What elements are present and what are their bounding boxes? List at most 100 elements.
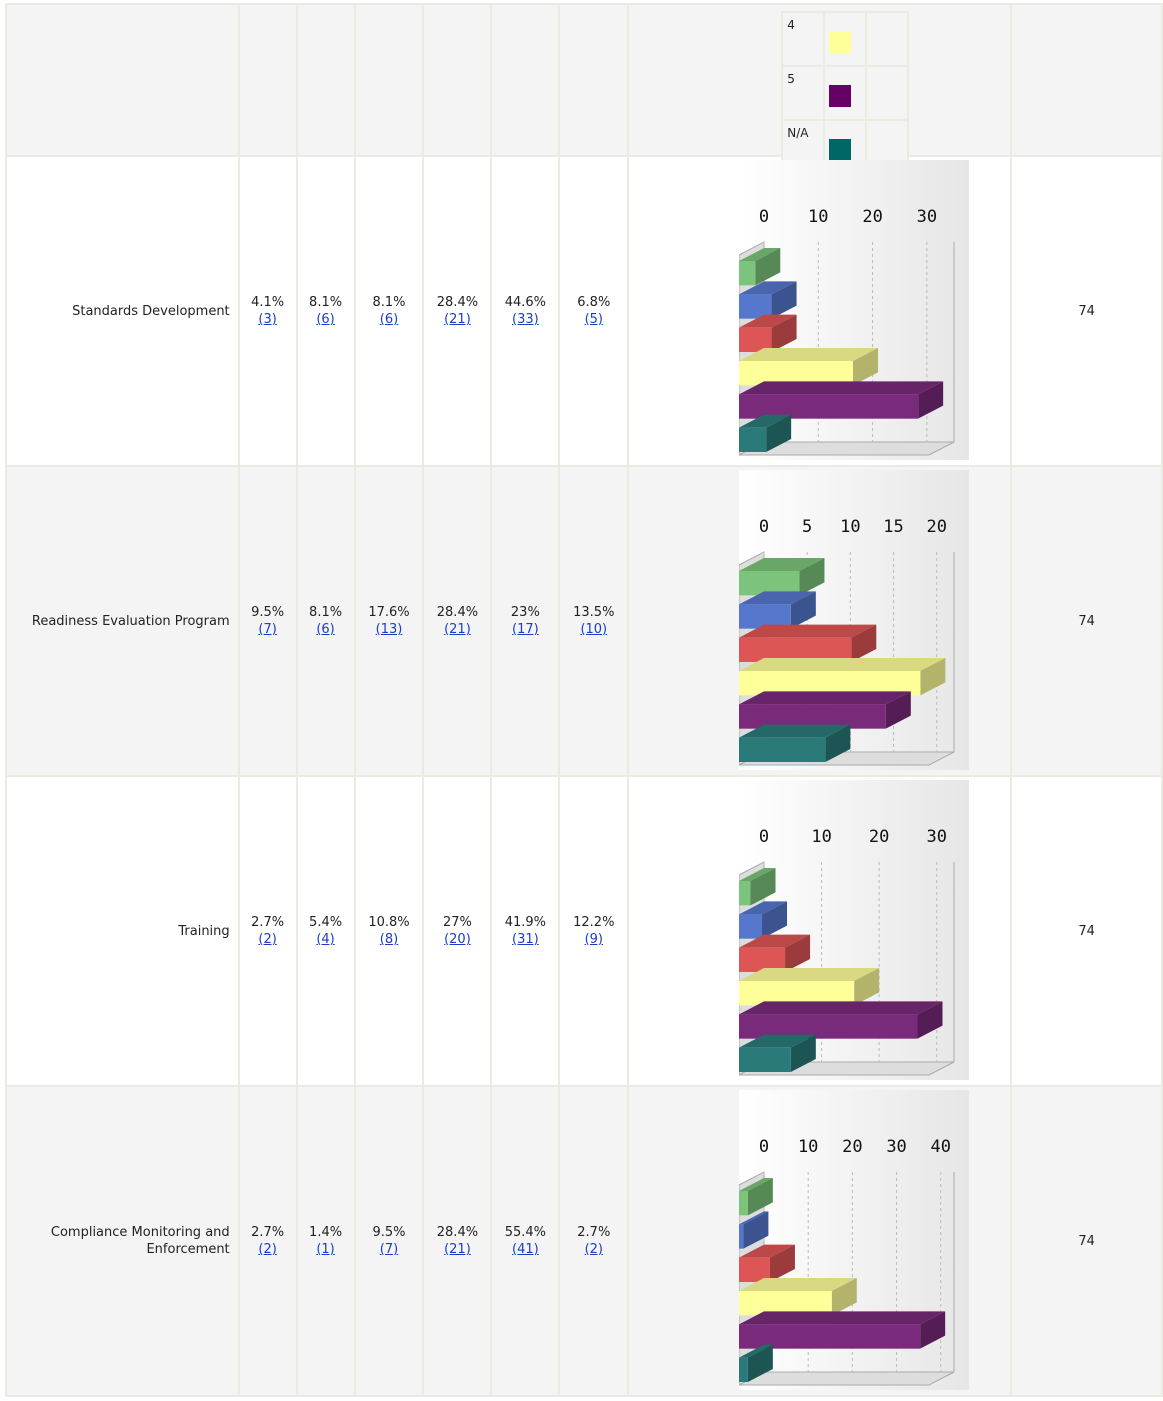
count-link[interactable]: (7)	[258, 622, 277, 637]
count-link[interactable]: (21)	[444, 622, 471, 637]
percent: 12.2%	[573, 915, 615, 930]
chart-cell: 0 10 20 30 40	[627, 1085, 1013, 1397]
count-link[interactable]: (6)	[379, 312, 399, 327]
count-link[interactable]: (2)	[584, 1242, 603, 1257]
x-tick-label: 10	[798, 1137, 818, 1157]
bar-end	[770, 1244, 796, 1282]
legend-swatch-cell	[823, 11, 868, 67]
count-link[interactable]: (20)	[444, 932, 471, 947]
bar-end	[799, 558, 825, 596]
bar-front	[739, 671, 921, 696]
percent: 4.1%	[251, 295, 285, 310]
bar-top	[739, 348, 879, 361]
bar-front	[739, 1291, 833, 1316]
count-link[interactable]: (17)	[512, 622, 539, 637]
data-row: Standards Development 4.1% (3) 8.1% (6) 8.1% (…	[5, 155, 1163, 467]
data-row: Training 2.7% (2) 5.4% (4) 10.8% (8) 27% (20) 41.…	[5, 775, 1163, 1087]
legend-swatch	[829, 31, 852, 53]
x-tick-label: 0	[759, 207, 769, 227]
bar-top	[739, 1178, 774, 1191]
count-link[interactable]: (10)	[580, 622, 608, 637]
count-link[interactable]: (7)	[379, 1242, 399, 1257]
count-link[interactable]: (3)	[258, 312, 277, 327]
count-link[interactable]: (9)	[584, 932, 603, 947]
percent: 9.5%	[251, 605, 285, 620]
bar	[739, 1034, 817, 1072]
bar-front	[739, 394, 919, 419]
bar-end	[851, 624, 877, 662]
floor	[739, 1371, 955, 1386]
response-cell: 28.4% (21)	[422, 465, 493, 777]
bar-end	[750, 868, 776, 906]
bar	[739, 1311, 946, 1349]
bar-end	[771, 314, 797, 352]
count-link[interactable]: (31)	[512, 932, 539, 947]
legend: 4 5 N/A	[781, 11, 910, 175]
count-link[interactable]: (21)	[444, 312, 471, 327]
bar-chart: 0 5 10 15 20	[739, 470, 970, 770]
bar	[739, 1211, 769, 1249]
count-link[interactable]: (4)	[316, 932, 335, 947]
chart-cell: 0 10 20 30	[627, 155, 1013, 467]
response-cell: 44.6% (33)	[490, 155, 561, 467]
count-link[interactable]: (41)	[512, 1242, 539, 1257]
bar-front	[739, 571, 800, 596]
response-cell: 4.1% (3)	[237, 155, 298, 467]
bar-end	[755, 248, 781, 286]
bar-front	[739, 1324, 921, 1349]
count-link[interactable]: (5)	[584, 312, 603, 327]
bar-top	[739, 1001, 943, 1015]
x-tick-label: 20	[863, 207, 883, 227]
bar-front	[739, 327, 772, 352]
count-link[interactable]: (21)	[444, 1242, 471, 1257]
count-link[interactable]: (6)	[316, 622, 335, 637]
count-link[interactable]: (1)	[316, 1242, 335, 1257]
percent: 28.4%	[436, 1225, 479, 1240]
count-link[interactable]: (2)	[258, 932, 277, 947]
bar-front	[739, 981, 855, 1006]
response-cell: 27% (20)	[422, 775, 493, 1087]
x-tick-label: 20	[869, 827, 889, 847]
bar	[739, 348, 879, 386]
legend-blank	[865, 65, 910, 121]
response-cell: 13.5% (10)	[558, 465, 630, 777]
bar-front	[739, 1014, 918, 1039]
percent: 8.1%	[309, 295, 343, 310]
bar	[739, 591, 817, 629]
x-tick-label: 20	[842, 1137, 862, 1157]
response-cell: 41.9% (31)	[490, 775, 561, 1087]
bar-top	[739, 868, 776, 881]
row-label: Compliance Monitoring and Enforcement	[5, 1085, 240, 1397]
bar	[739, 934, 811, 972]
response-cell: 9.5% (7)	[237, 465, 298, 777]
bar-top	[739, 934, 811, 948]
total: 74	[1010, 465, 1163, 777]
bar-front	[739, 1257, 771, 1282]
bar	[739, 724, 851, 762]
bar-end	[743, 1211, 769, 1249]
count-link[interactable]: (13)	[375, 622, 403, 637]
bar-top	[739, 658, 946, 671]
legend-row: 5	[781, 65, 910, 121]
count-link[interactable]: (8)	[379, 932, 399, 947]
header-row: 4 5 N/A	[5, 3, 1163, 175]
percent: 2.7%	[251, 1225, 285, 1240]
bar-top	[739, 624, 877, 638]
bar-front	[739, 1047, 792, 1072]
count-link[interactable]: (2)	[258, 1242, 277, 1257]
percent: 13.5%	[573, 605, 615, 620]
bar-front	[739, 1224, 744, 1249]
x-tick-label: 10	[808, 207, 828, 227]
bar	[739, 691, 912, 729]
bar-end	[917, 1001, 943, 1039]
bar-end	[886, 691, 912, 729]
response-cell: 2.7% (2)	[237, 775, 298, 1087]
percent: 8.1%	[372, 295, 406, 310]
bar	[739, 868, 776, 906]
percent: 5.4%	[309, 915, 343, 930]
x-tick-label: 40	[931, 1137, 951, 1157]
chart-cell: 0 5 10 15 20	[627, 465, 1013, 777]
response-cell: 2.7% (2)	[558, 1085, 630, 1397]
count-link[interactable]: (33)	[512, 312, 539, 327]
count-link[interactable]: (6)	[316, 312, 335, 327]
